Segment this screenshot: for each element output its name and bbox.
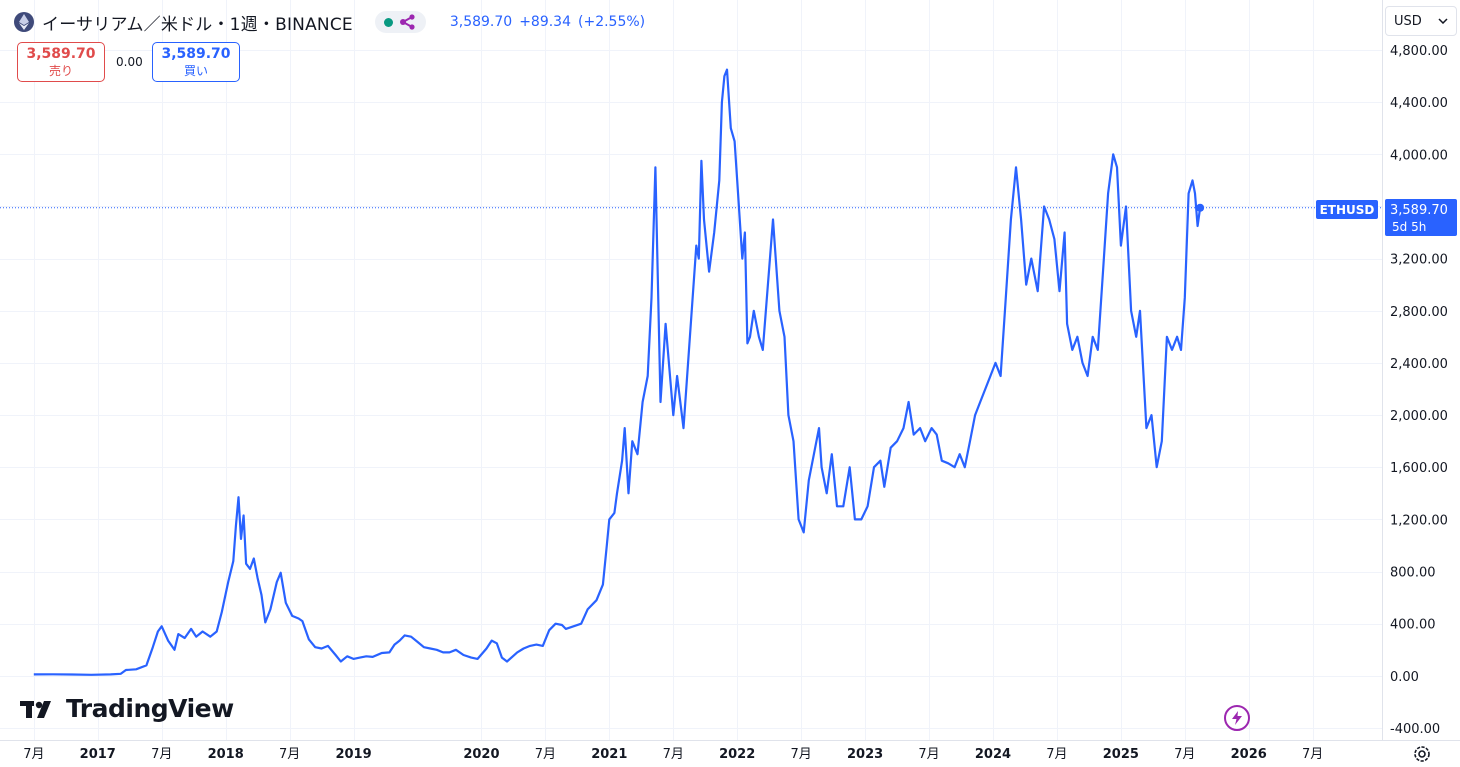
time-tick-label: 2022: [719, 747, 755, 762]
price-tick-label: 4,800.00: [1390, 44, 1448, 59]
legend-change-pct: (+2.55%): [578, 14, 646, 30]
chart-legend: イーサリアム／米ドル・1週・BINANCE 3,589.70 +89.34 (+…: [14, 8, 645, 36]
time-tick-label: 7月: [1302, 747, 1323, 762]
price-tag-countdown: 5d 5h: [1392, 220, 1426, 234]
legend-quote: 3,589.70 +89.34 (+2.55%): [450, 14, 645, 30]
legend-last-price: 3,589.70: [449, 14, 513, 30]
tradingview-logo-icon: [20, 700, 51, 718]
spread-value: 0.00: [116, 55, 143, 69]
price-tag-value: 3,589.70: [1390, 203, 1448, 218]
time-tick-label: 2019: [335, 747, 371, 762]
tradingview-logo[interactable]: TradingView: [20, 694, 234, 723]
currency-label: USD: [1394, 13, 1422, 29]
lightning-icon[interactable]: [1224, 705, 1250, 731]
time-tick-label: 7月: [535, 747, 556, 762]
price-tick-label: 2,400.00: [1390, 357, 1448, 372]
chevron-down-icon: [1438, 18, 1448, 24]
symbol-price-tag: ETHUSD 3,589.70 5d 5h: [1316, 199, 1457, 236]
time-tick-label: 7月: [279, 747, 300, 762]
time-tick-label: 2020: [463, 747, 499, 762]
time-tick-label: 2026: [1231, 747, 1267, 762]
symbol-tag-bg: [1316, 200, 1378, 219]
sell-price: 3,589.70: [26, 46, 96, 62]
time-tick-label: 7月: [918, 747, 939, 762]
time-tick-label: 2017: [80, 747, 116, 762]
price-tick-label: 4,000.00: [1390, 148, 1448, 163]
price-tick-label: 1,200.00: [1390, 513, 1448, 528]
time-axis[interactable]: 7月 2017 7月 2018 7月 2019 2020 7月 2021 7月 2022 7月 2023…: [23, 747, 1323, 762]
time-tick-label: 7月: [151, 747, 172, 762]
price-tick-label: 1,600.00: [1390, 461, 1448, 476]
ethusd-price-series: [33, 68, 1202, 676]
symbol-title[interactable]: イーサリアム／米ドル・1週・BINANCE: [42, 14, 353, 35]
time-tick-label: 2025: [1103, 747, 1139, 762]
gear-icon[interactable]: [1410, 742, 1434, 766]
market-status-pill[interactable]: [374, 11, 426, 33]
time-tick-label: 2018: [208, 747, 244, 762]
time-tick-label: 2021: [591, 747, 627, 762]
price-tick-label: 400.00: [1390, 618, 1436, 633]
time-tick-label: 7月: [1046, 747, 1067, 762]
tradingview-wordmark: TradingView: [66, 694, 234, 723]
time-tick-label: 7月: [23, 747, 44, 762]
symbol-tag-label: ETHUSD: [1320, 203, 1375, 217]
price-tick-label: -400.00: [1390, 722, 1440, 737]
market-open-dot: [383, 17, 393, 27]
sell-label: 売り: [48, 64, 73, 78]
chart-grid: [0, 0, 1382, 740]
price-tick-label: 0.00: [1390, 670, 1419, 685]
price-tag-bg: [1385, 199, 1457, 236]
last-price-dot: [1196, 203, 1205, 212]
price-tick-label: 4,400.00: [1390, 96, 1448, 111]
price-axis[interactable]: 4,800.00 4,400.00 4,000.00 3,200.00 2,800.00…: [1390, 44, 1448, 737]
time-tick-label: 7月: [1174, 747, 1195, 762]
time-tick-label: 2024: [975, 747, 1011, 762]
price-tick-label: 3,200.00: [1390, 253, 1448, 268]
time-tick-label: 2023: [847, 747, 883, 762]
ethereum-icon: [14, 12, 34, 32]
sell-button[interactable]: 3,589.70 売り: [17, 42, 105, 82]
time-tick-label: 7月: [791, 747, 812, 762]
share-nodes-icon: [399, 14, 415, 30]
price-tick-label: 800.00: [1390, 566, 1436, 581]
legend-change: +89.34: [519, 14, 571, 30]
time-tick-label: 7月: [663, 747, 684, 762]
price-tick-label: 2,800.00: [1390, 305, 1448, 320]
buy-button[interactable]: 3,589.70 買い: [152, 42, 240, 82]
buy-price: 3,589.70: [161, 46, 231, 62]
buy-label: 買い: [183, 64, 208, 78]
currency-select[interactable]: USD: [1385, 6, 1457, 36]
price-tick-label: 2,000.00: [1390, 409, 1448, 424]
